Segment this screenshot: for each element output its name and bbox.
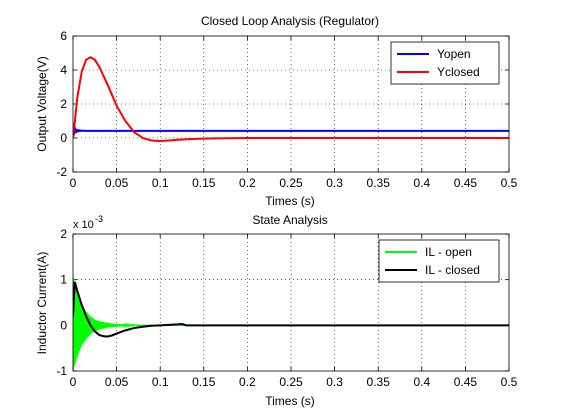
- top-legend-label-yopen: Yopen: [437, 47, 471, 61]
- bottom-series-group: [73, 272, 509, 370]
- bottom-legend-box: [378, 239, 500, 283]
- top-legend-label-yclosed: Yclosed: [437, 65, 480, 79]
- bottom-y-tick-label: -1: [56, 364, 67, 378]
- top-chart-ylabel: Output Voltage(V): [35, 56, 49, 151]
- bottom-axes-frame: [72, 233, 510, 372]
- bottom-y-tick-label: 1: [60, 273, 67, 287]
- top-legend: Yopen Yclosed: [390, 41, 500, 85]
- bottom-x-tick-label: 0.45: [454, 375, 478, 389]
- bottom-legend-label-il-open: IL - open: [425, 245, 472, 259]
- top-x-tick-label: 0.1: [152, 176, 169, 190]
- top-x-tick-label: 0.3: [326, 176, 343, 190]
- top-axes-frame: [72, 35, 510, 173]
- top-y-tick-label: 0: [60, 131, 67, 145]
- top-y-tick-label: 4: [60, 63, 67, 77]
- top-x-tick-label: 0.4: [413, 176, 430, 190]
- bottom-x-tick-label: 0.35: [367, 375, 391, 389]
- bottom-x-tick-label: 0.15: [192, 375, 216, 389]
- top-chart-title: Closed Loop Analysis (Regulator): [201, 14, 379, 28]
- bottom-x-tick-label: 0.25: [279, 375, 303, 389]
- bottom-y-tick-label: 2: [60, 227, 67, 241]
- bottom-x-tick-label: 0: [70, 375, 77, 389]
- top-y-tick-label: -2: [56, 165, 67, 179]
- bottom-x-tick-label: 0.05: [105, 375, 129, 389]
- top-x-tick-label: 0: [70, 176, 77, 190]
- bottom-chart-xlabel: Times (s): [265, 394, 315, 408]
- top-chart-xlabel: Times (s): [265, 194, 315, 208]
- top-x-tick-label: 0.15: [192, 176, 216, 190]
- bottom-chart: State Analysis Times (s) Inductor Curren…: [35, 213, 518, 408]
- top-chart: Closed Loop Analysis (Regulator) Times (…: [35, 14, 518, 208]
- bottom-y-tick-label: 0: [60, 318, 67, 332]
- bottom-x-tick-label: 0.1: [152, 375, 169, 389]
- top-x-tick-label: 0.2: [239, 176, 256, 190]
- top-x-tick-label: 0.5: [501, 176, 518, 190]
- bottom-legend-label-il-closed: IL - closed: [425, 263, 480, 277]
- bottom-chart-exponent-label: x 10: [73, 219, 94, 231]
- top-x-tick-label: 0.05: [105, 176, 129, 190]
- top-legend-box: [390, 41, 500, 85]
- bottom-x-tick-label: 0.3: [326, 375, 343, 389]
- top-series-yclosed: [73, 56, 509, 143]
- top-y-tick-label: 6: [60, 29, 67, 43]
- bottom-legend: IL - open IL - closed: [378, 239, 500, 283]
- top-x-tick-label: 0.35: [367, 176, 391, 190]
- bottom-series-il-closed: [73, 281, 509, 338]
- top-series-group: [73, 56, 509, 143]
- bottom-x-tick-label: 0.4: [413, 375, 430, 389]
- bottom-x-tick-label: 0.2: [239, 375, 256, 389]
- top-series-yopen: [73, 126, 509, 139]
- bottom-x-tick-label: 0.5: [501, 375, 518, 389]
- bottom-chart-exponent-power: -3: [95, 214, 103, 224]
- top-x-tick-label: 0.25: [279, 176, 303, 190]
- bottom-chart-title: State Analysis: [252, 213, 327, 227]
- top-y-tick-label: 2: [60, 97, 67, 111]
- bottom-chart-ylabel: Inductor Current(A): [35, 252, 49, 355]
- top-x-tick-label: 0.45: [454, 176, 478, 190]
